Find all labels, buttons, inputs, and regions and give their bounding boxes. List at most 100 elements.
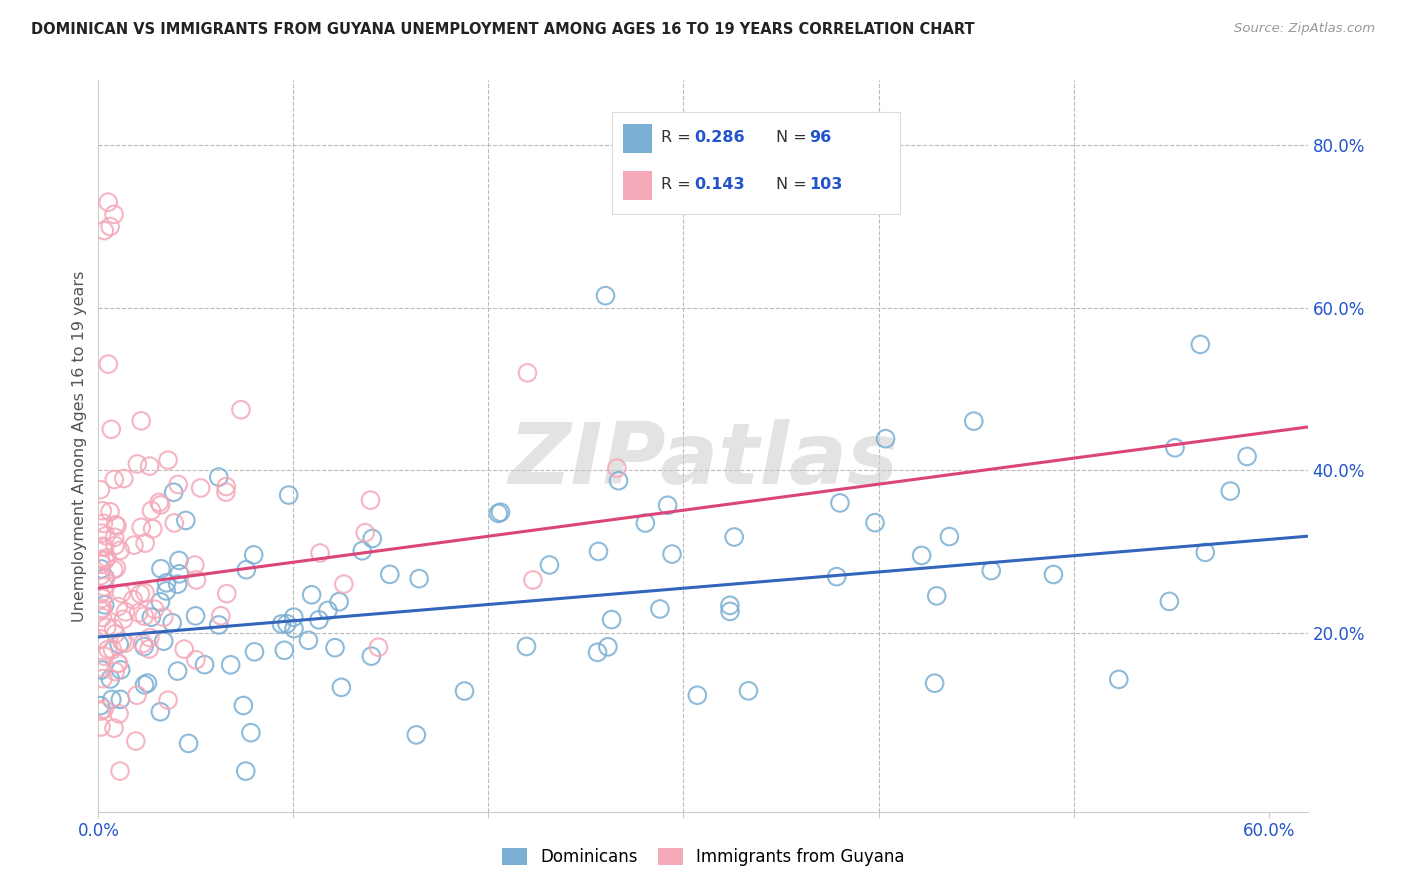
Point	[98, 672, 121, 686]
Point	[110, 586, 132, 600]
Point	[232, 698, 254, 713]
Point	[453, 684, 475, 698]
Point	[91, 539, 114, 553]
Point	[596, 640, 619, 654]
Point	[134, 536, 156, 550]
Point	[101, 692, 124, 706]
Text: N =: N =	[776, 130, 811, 145]
Point	[89, 483, 111, 497]
Point	[129, 414, 152, 428]
Point	[97, 357, 120, 371]
Point	[600, 613, 623, 627]
Point	[963, 414, 986, 428]
Point	[93, 649, 115, 664]
Text: N =: N =	[776, 178, 811, 193]
Legend: Dominicans, Immigrants from Guyana: Dominicans, Immigrants from Guyana	[495, 841, 911, 873]
Point	[108, 543, 131, 558]
Point	[91, 591, 114, 606]
Point	[107, 657, 129, 671]
Point	[657, 498, 679, 512]
Point	[90, 526, 112, 541]
Text: ZIPatlas: ZIPatlas	[508, 419, 898, 502]
Point	[90, 720, 112, 734]
Point	[94, 571, 117, 585]
Point	[91, 672, 114, 686]
Point	[408, 572, 430, 586]
Point	[97, 642, 120, 657]
Point	[648, 602, 671, 616]
Point	[134, 609, 156, 624]
Point	[129, 587, 152, 601]
Point	[112, 471, 135, 485]
Point	[184, 653, 207, 667]
Point	[110, 692, 132, 706]
Point	[103, 621, 125, 635]
Point	[160, 615, 183, 630]
Point	[91, 601, 114, 615]
Point	[1219, 484, 1241, 499]
Point	[89, 704, 111, 718]
Point	[149, 705, 172, 719]
Point	[105, 561, 128, 575]
Point	[243, 645, 266, 659]
Point	[323, 640, 346, 655]
Point	[723, 530, 745, 544]
Point	[209, 608, 232, 623]
Point	[242, 548, 264, 562]
Point	[333, 577, 356, 591]
Point	[516, 366, 538, 380]
Point	[167, 553, 190, 567]
Point	[938, 530, 960, 544]
Point	[149, 498, 172, 512]
Point	[208, 470, 231, 484]
Point	[378, 567, 401, 582]
Point	[328, 595, 350, 609]
Text: 96: 96	[808, 130, 831, 145]
Point	[112, 612, 135, 626]
Point	[155, 575, 177, 590]
Point	[142, 522, 165, 536]
Text: R =: R =	[661, 178, 696, 193]
Point	[134, 678, 156, 692]
Point	[316, 603, 339, 617]
Point	[163, 485, 186, 500]
Point	[239, 725, 262, 739]
Point	[184, 558, 207, 572]
Point	[538, 558, 561, 572]
Point	[89, 587, 111, 601]
Point	[125, 688, 148, 702]
Point	[111, 635, 134, 649]
Point	[132, 636, 155, 650]
Point	[283, 622, 305, 636]
Point	[309, 546, 332, 560]
Point	[101, 642, 124, 657]
Point	[96, 620, 118, 634]
Point	[138, 458, 160, 473]
Point	[103, 207, 125, 221]
Point	[93, 541, 115, 555]
Point	[1189, 337, 1212, 351]
Point	[235, 563, 257, 577]
Point	[360, 649, 382, 664]
Point	[138, 642, 160, 657]
Point	[277, 488, 299, 502]
Point	[270, 617, 292, 632]
Point	[89, 698, 111, 713]
Point	[718, 604, 741, 618]
Point	[828, 496, 851, 510]
Point	[1042, 567, 1064, 582]
Point	[127, 457, 149, 471]
Point	[107, 599, 129, 614]
Point	[129, 520, 152, 534]
Point	[100, 422, 122, 436]
Point	[186, 573, 208, 587]
Text: 0.286: 0.286	[693, 130, 744, 145]
Point	[167, 477, 190, 491]
Point	[208, 618, 231, 632]
Point	[595, 288, 617, 302]
Point	[148, 495, 170, 509]
Point	[718, 599, 741, 613]
Point	[94, 529, 117, 543]
Point	[93, 702, 115, 716]
Point	[94, 553, 117, 567]
